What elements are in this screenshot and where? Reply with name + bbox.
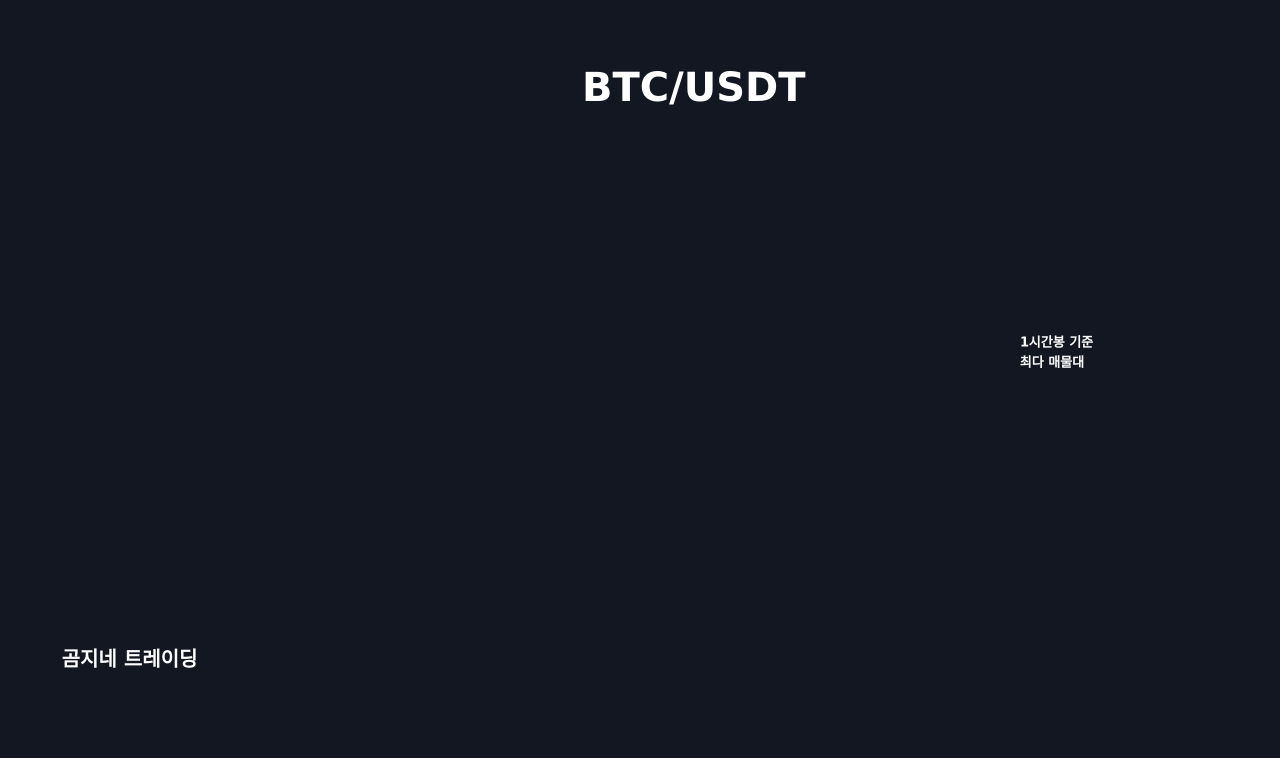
annotation: 최다 매물대 xyxy=(1020,355,1084,371)
chart-title: BTC/USDT xyxy=(582,65,806,111)
watermark: 곰지네 트레이딩 xyxy=(62,647,198,671)
annotation: 1시간봉 기준 xyxy=(1020,335,1093,351)
